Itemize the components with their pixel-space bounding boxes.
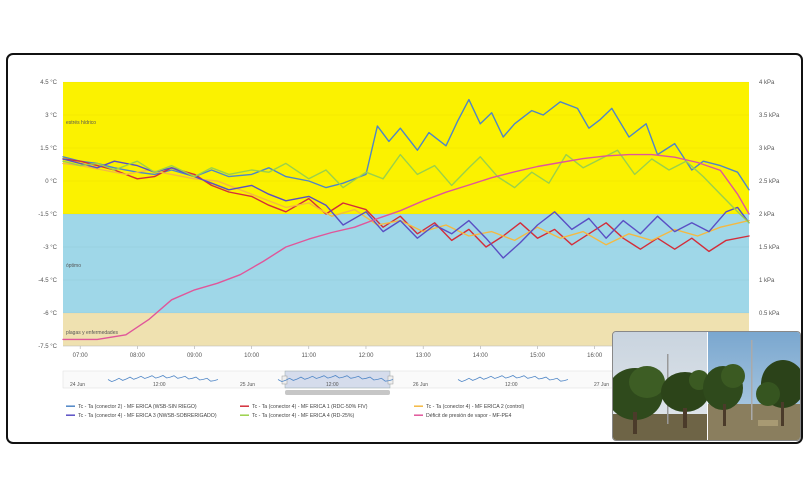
zone-band bbox=[63, 214, 749, 313]
x-tick-label: 14:00 bbox=[473, 353, 489, 359]
x-tick-label: 08:00 bbox=[130, 353, 146, 359]
chart: estrés hídrico óptimo plagas y enfermedade… bbox=[38, 80, 780, 419]
legend-item-label: Tc - Ta (conector 4) - MF ERICA 1 (RDC-5… bbox=[252, 404, 368, 410]
legend-item-label: Déficit de presión de vapor - MF-PE4 bbox=[426, 413, 511, 419]
y-right-tick-label: 1 kPa bbox=[759, 278, 775, 284]
y-left-tick-label: 3 °C bbox=[45, 113, 57, 119]
y-left-tick-label: -6 °C bbox=[43, 311, 57, 317]
x-tick-label: 10:00 bbox=[244, 353, 260, 359]
y-right-tick-label: 4 kPa bbox=[759, 80, 775, 86]
chart-frame: estrés hídrico óptimo plagas y enfermedade… bbox=[6, 53, 803, 444]
x-tick-label: 09:00 bbox=[187, 353, 203, 359]
navigator-handle-left bbox=[281, 375, 288, 385]
orchard-photos bbox=[612, 331, 801, 441]
y-left-tick-label: 1.5 °C bbox=[40, 146, 57, 152]
y-left-tick-label: -3 °C bbox=[43, 245, 57, 251]
y-right-tick-label: 2 kPa bbox=[759, 212, 775, 218]
series-line bbox=[62, 158, 750, 259]
zone-labels: estrés hídrico óptimo plagas y enfermedade… bbox=[66, 120, 118, 336]
navigator-scrollbar-thumb bbox=[285, 390, 390, 395]
y-left-ticks: 4.5 °C 3 °C 1.5 °C 0 °C -1.5 °C -3 °C -4.5 °C -… bbox=[38, 80, 57, 350]
navigator-label: 12:00 bbox=[505, 382, 518, 388]
x-tick-label: 07:00 bbox=[73, 353, 89, 359]
zone-label: estrés hídrico bbox=[66, 120, 96, 126]
series-line bbox=[62, 153, 750, 341]
legend: Tc - Ta (conector 2) - MF ERICA (WSB-SIN… bbox=[66, 404, 524, 419]
zone-band bbox=[63, 82, 749, 214]
x-tick-label: 13:00 bbox=[416, 353, 432, 359]
zones-layer bbox=[63, 82, 749, 346]
x-tick-label: 12:00 bbox=[358, 353, 374, 359]
navigator: 24 Jun 12:00 25 Jun 12:00 26 Jun 12:00 27 Jun bbox=[62, 370, 750, 395]
y-left-tick-label: -4.5 °C bbox=[38, 278, 57, 284]
navigator-series-line bbox=[107, 375, 219, 383]
y-right-ticks: 4 kPa 3.5 kPa 3 kPa 2.5 kPa 2 kPa 1.5 kPa 1 kP… bbox=[759, 80, 780, 317]
legend-item-label: Tc - Ta (conector 4) - MF ERICA 2 (contr… bbox=[426, 404, 524, 410]
navigator-label: 27 Jun bbox=[594, 382, 609, 388]
y-left-tick-label: 0 °C bbox=[45, 179, 57, 185]
zone-label: óptimo bbox=[66, 263, 81, 269]
orchard-photo-left bbox=[613, 332, 709, 440]
navigator-label: 25 Jun bbox=[240, 382, 255, 388]
series-layer bbox=[62, 98, 750, 341]
y-left-tick-label: -7.5 °C bbox=[38, 344, 57, 350]
legend-item-label: Tc - Ta (conector 4) - MF ERICA 4 (RD-25… bbox=[252, 413, 355, 419]
x-tick-label: 11:00 bbox=[302, 353, 317, 359]
y-right-tick-label: 2.5 kPa bbox=[759, 179, 780, 185]
series-line bbox=[62, 149, 750, 224]
legend-item-label: Tc - Ta (conector 4) - MF ERICA 3 (NWSB-… bbox=[78, 413, 217, 419]
y-right-tick-label: 3.5 kPa bbox=[759, 113, 780, 119]
y-right-tick-label: 1.5 kPa bbox=[759, 245, 780, 251]
navigator-label: 12:00 bbox=[326, 382, 339, 388]
navigator-label: 12:00 bbox=[153, 382, 166, 388]
zone-label: plagas y enfermedades bbox=[66, 330, 118, 336]
x-tick-label: 15:00 bbox=[530, 353, 546, 359]
x-tick-label: 16:00 bbox=[587, 353, 603, 359]
navigator-label: 26 Jun bbox=[413, 382, 428, 388]
navigator-label: 24 Jun bbox=[70, 382, 85, 388]
orchard-photo-right bbox=[703, 332, 800, 440]
y-right-tick-label: 3 kPa bbox=[759, 146, 775, 152]
y-left-tick-label: -1.5 °C bbox=[38, 212, 57, 218]
legend-item-label: Tc - Ta (conector 2) - MF ERICA (WSB-SIN… bbox=[78, 404, 197, 410]
y-left-tick-label: 4.5 °C bbox=[40, 80, 57, 86]
y-right-tick-label: 0.5 kPa bbox=[759, 311, 780, 317]
navigator-series-line bbox=[457, 375, 569, 383]
navigator-series-line bbox=[277, 375, 394, 383]
